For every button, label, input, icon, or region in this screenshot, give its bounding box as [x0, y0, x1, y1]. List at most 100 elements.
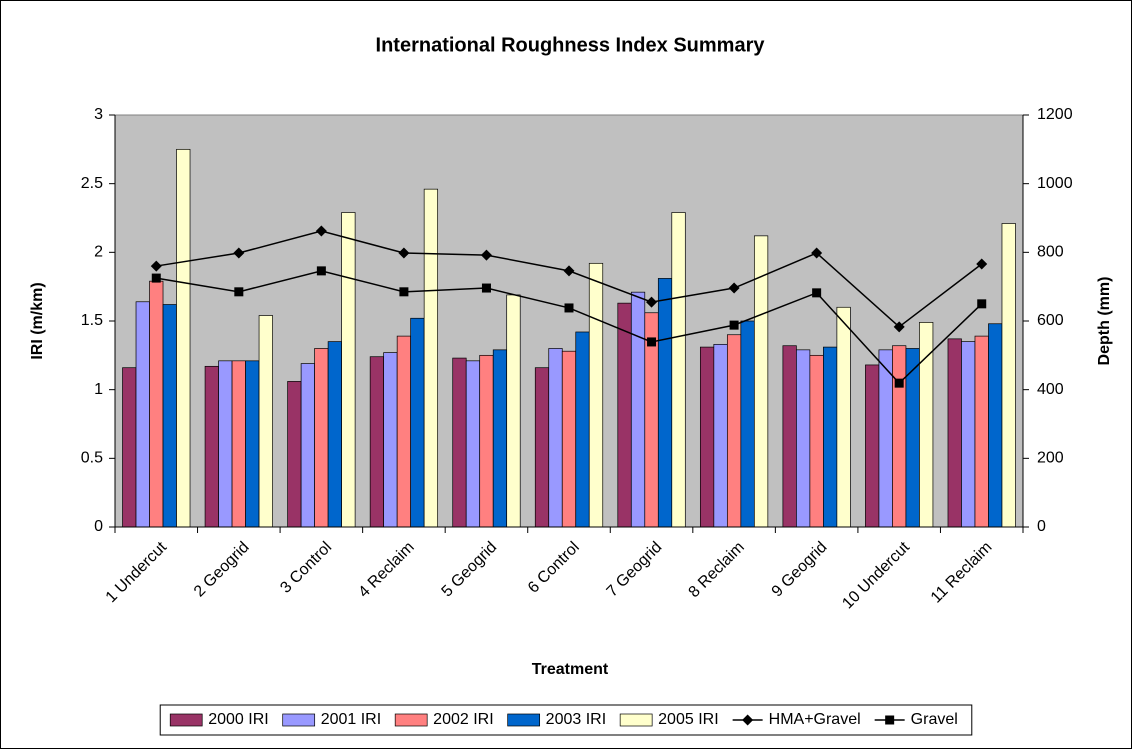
bar [575, 331, 590, 528]
bar [149, 280, 164, 528]
legend-label: 2005 IRI [658, 711, 718, 728]
bar [630, 291, 646, 528]
bar [878, 349, 893, 528]
marker [151, 273, 161, 283]
marker [563, 265, 575, 277]
bar [410, 317, 425, 528]
bar [865, 364, 880, 528]
x-axis-label: Treatment [532, 661, 609, 678]
y-tick-label: 1 [94, 381, 103, 398]
y2-tick-label: 600 [1037, 312, 1064, 329]
bar [218, 360, 233, 528]
bar [617, 302, 632, 528]
bar [782, 345, 797, 528]
bar [341, 212, 356, 528]
marker [811, 247, 823, 259]
bar [423, 188, 439, 528]
marker [729, 320, 739, 330]
bar [396, 335, 412, 528]
bar [836, 306, 851, 528]
bar [796, 349, 811, 528]
y2-tick-label: 800 [1037, 244, 1064, 261]
marker [233, 247, 245, 259]
bar [176, 148, 191, 528]
y-tick-label: 0.5 [81, 450, 103, 467]
bar [809, 354, 824, 528]
bar [452, 357, 467, 528]
bar [465, 360, 481, 528]
marker [315, 225, 327, 237]
bar [753, 235, 769, 528]
bar [892, 345, 907, 528]
y-tick-label: 1.5 [81, 312, 103, 329]
bar [492, 349, 508, 528]
marker [481, 283, 491, 293]
bar [726, 334, 742, 528]
marker [812, 288, 822, 298]
bar [506, 294, 521, 528]
bar [699, 346, 715, 528]
chart-title: International Roughness Index Summary [376, 34, 766, 56]
marker [480, 249, 492, 261]
bar [231, 360, 246, 528]
y-tick-label: 3 [94, 106, 103, 123]
marker [893, 321, 905, 333]
legend-label: Gravel [911, 711, 958, 728]
bar [561, 350, 577, 528]
bar [974, 335, 989, 528]
bar [479, 354, 494, 528]
bar [162, 304, 177, 528]
marker [234, 287, 244, 297]
marker [399, 287, 409, 297]
bar [657, 278, 673, 528]
bar [369, 356, 385, 528]
y2-tick-label: 200 [1037, 450, 1064, 467]
y-tick-label: 2 [94, 244, 103, 261]
bar [713, 343, 728, 528]
marker [647, 337, 657, 347]
legend-label: 2002 IRI [433, 711, 493, 728]
legend-swatch [619, 713, 653, 727]
bar [534, 367, 550, 528]
bar [122, 367, 137, 528]
bar [548, 348, 563, 528]
bar [588, 262, 604, 528]
y2-axis-label: Depth (mm) [1096, 277, 1113, 366]
legend-swatch [394, 713, 428, 727]
legend-label: 2000 IRI [208, 711, 268, 728]
legend-swatch [169, 713, 203, 727]
legend-label: 2001 IRI [321, 711, 381, 728]
bar [961, 341, 976, 528]
bar [300, 363, 315, 528]
bar [258, 315, 273, 528]
y2-tick-label: 0 [1037, 518, 1046, 535]
marker [977, 299, 987, 309]
bar [245, 360, 260, 528]
bar [823, 346, 838, 528]
bar [947, 338, 962, 528]
marker [976, 258, 988, 270]
legend-swatch [507, 713, 541, 727]
marker [885, 715, 895, 725]
y-tick-label: 2.5 [81, 175, 103, 192]
marker [564, 303, 574, 313]
bar [988, 323, 1003, 528]
y2-tick-label: 1000 [1037, 175, 1073, 192]
y2-tick-label: 400 [1037, 381, 1064, 398]
bar [671, 212, 686, 528]
marker [316, 266, 326, 276]
bar [740, 320, 755, 528]
y2-tick-label: 1200 [1037, 106, 1073, 123]
marker [728, 282, 740, 294]
bar [383, 352, 398, 528]
y-tick-label: 0 [94, 518, 103, 535]
marker [398, 247, 410, 259]
legend-label: HMA+Gravel [769, 711, 861, 728]
marker [646, 296, 658, 308]
bar [1001, 223, 1016, 528]
bar [327, 341, 342, 528]
y-axis-label: IRI (m/km) [29, 282, 46, 359]
bar [204, 365, 219, 528]
bar [135, 301, 150, 528]
